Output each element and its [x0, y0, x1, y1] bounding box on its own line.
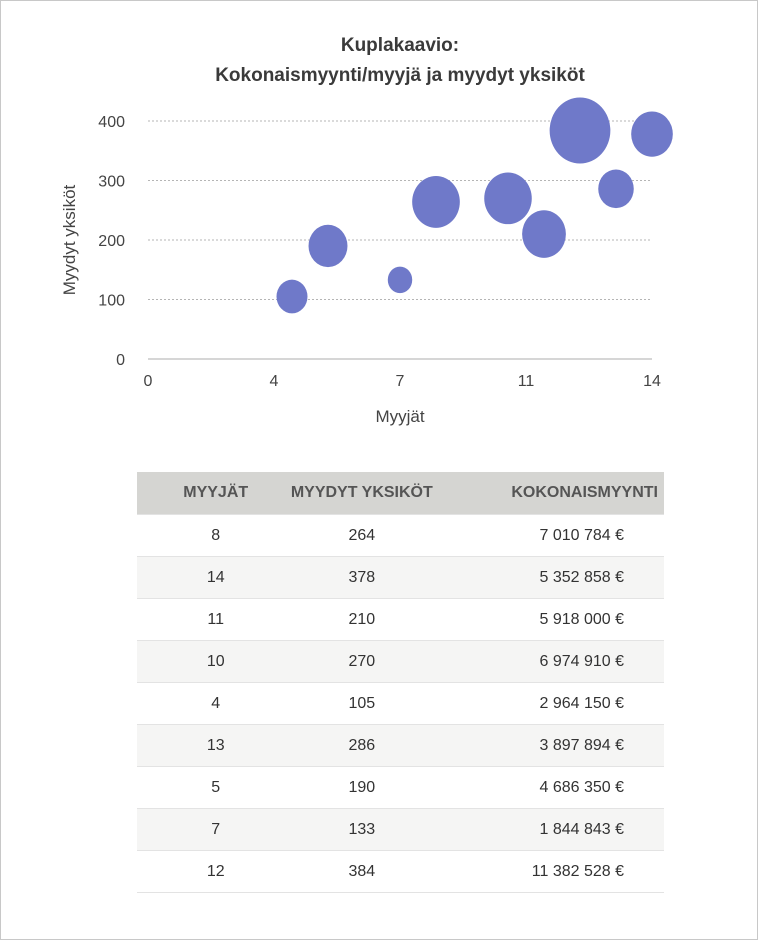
y-axis-label: Myydyt yksiköt: [60, 184, 79, 295]
cell-kokonaismyynti: 5 352 858 €: [458, 556, 664, 599]
cell-kokonaismyynti: 1 844 843 €: [458, 808, 664, 851]
cell-kokonaismyynti: 7 010 784 €: [458, 514, 664, 557]
bubble: [308, 224, 348, 268]
cell-kokonaismyynti: 3 897 894 €: [458, 724, 664, 767]
table-row: 7 133 1 844 843 €: [137, 808, 664, 851]
cell-kokonaismyynti: 6 974 910 €: [458, 640, 664, 683]
cell-myyjat: 13: [137, 724, 266, 767]
cell-kokonaismyynti: 11 382 528 €: [458, 850, 664, 893]
cell-myyjat: 12: [137, 850, 266, 893]
table-row: 8 264 7 010 784 €: [137, 514, 664, 557]
cell-myyjat: 7: [137, 808, 266, 851]
cell-myyjat: 11: [137, 598, 266, 641]
y-tick-label: 300: [98, 174, 125, 191]
bubble: [631, 111, 673, 157]
cell-kokonaismyynti: 5 918 000 €: [458, 598, 664, 641]
cell-myydyt-yksikot: 190: [265, 766, 459, 809]
table-row: 14 378 5 352 858 €: [137, 556, 664, 599]
table-row: 10 270 6 974 910 €: [137, 640, 664, 683]
bubble: [549, 97, 611, 164]
cell-myydyt-yksikot: 133: [265, 808, 459, 851]
bubble: [387, 266, 413, 294]
cell-myydyt-yksikot: 378: [265, 556, 459, 599]
cell-myydyt-yksikot: 384: [265, 850, 459, 893]
bubble-chart: Kuplakaavio: Kokonaismyynti/myyjä ja myy…: [60, 35, 673, 426]
y-tick-label: 200: [98, 233, 125, 250]
x-tick-label: 7: [396, 373, 405, 390]
cell-kokonaismyynti: 4 686 350 €: [458, 766, 664, 809]
table-row: 11 210 5 918 000 €: [137, 598, 664, 641]
bubble: [484, 172, 532, 225]
x-tick-label: 4: [270, 373, 279, 390]
table-row: 13 286 3 897 894 €: [137, 724, 664, 767]
y-tick-label: 100: [98, 293, 125, 310]
cell-myydyt-yksikot: 210: [265, 598, 459, 641]
data-table: MYYJÄT MYYDYT YKSIKÖT KOKONAISMYYNTI 8 26…: [137, 472, 664, 893]
cell-myyjat: 10: [137, 640, 266, 683]
bubble: [412, 176, 460, 228]
bubble: [522, 210, 566, 258]
cell-myydyt-yksikot: 105: [265, 682, 459, 725]
cell-myydyt-yksikot: 286: [265, 724, 459, 767]
cell-myyjat: 14: [137, 556, 266, 599]
bubble: [598, 169, 634, 209]
cell-myydyt-yksikot: 270: [265, 640, 459, 683]
cell-myyjat: 4: [137, 682, 266, 725]
table-header-row: MYYJÄT MYYDYT YKSIKÖT KOKONAISMYYNTI: [137, 472, 664, 515]
column-header-myydyt-yksikot: MYYDYT YKSIKÖT: [265, 472, 459, 515]
y-tick-label: 400: [98, 114, 125, 131]
x-tick-label: 14: [643, 373, 661, 390]
cell-myyjat: 5: [137, 766, 266, 809]
chart-title-line-2: Kokonaismyynti/myyjä ja myydyt yksiköt: [215, 65, 585, 86]
cell-myyjat: 8: [137, 514, 266, 557]
column-header-kokonaismyynti: KOKONAISMYYNTI: [458, 472, 664, 515]
table-row: 4 105 2 964 150 €: [137, 682, 664, 725]
table-row: 5 190 4 686 350 €: [137, 766, 664, 809]
cell-kokonaismyynti: 2 964 150 €: [458, 682, 664, 725]
column-header-myyjat: MYYJÄT: [137, 472, 266, 515]
bubble: [276, 279, 308, 314]
x-tick-label: 0: [144, 373, 153, 390]
x-axis-label: Myyjät: [375, 407, 424, 426]
x-tick-label: 11: [518, 373, 535, 390]
chart-title-line-1: Kuplakaavio:: [341, 35, 459, 56]
y-tick-label: 0: [116, 352, 125, 369]
table-row: 12 384 11 382 528 €: [137, 850, 664, 893]
cell-myydyt-yksikot: 264: [265, 514, 459, 557]
